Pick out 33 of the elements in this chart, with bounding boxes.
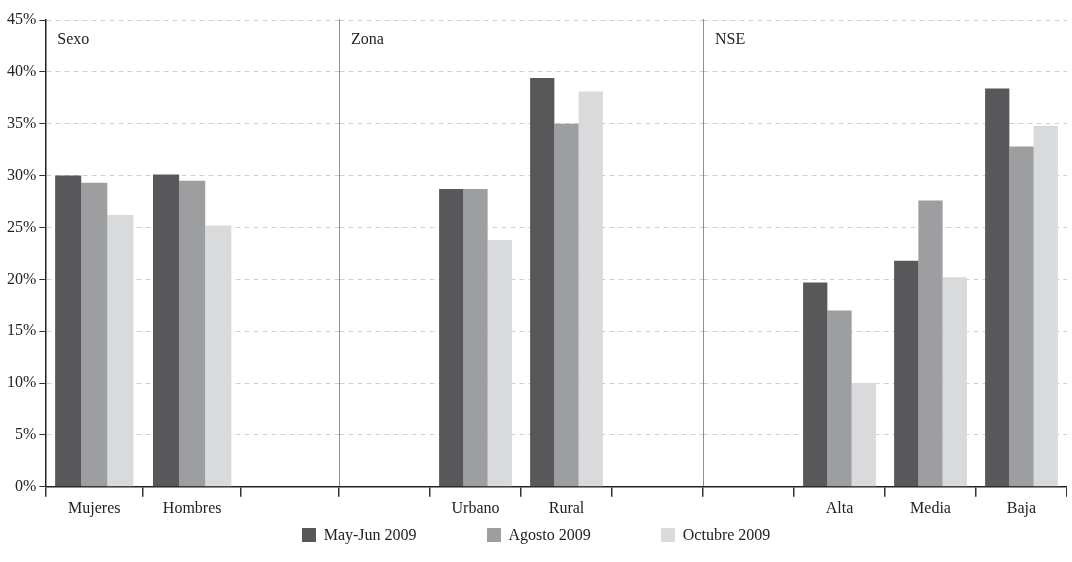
y-tick-label: 40% — [7, 62, 37, 80]
legend-label: Octubre 2009 — [682, 526, 771, 544]
y-tick-label: 5% — [15, 425, 37, 443]
bar — [439, 189, 464, 487]
x-tick-label: Baja — [1006, 498, 1037, 517]
x-tick-label: Mujeres — [68, 498, 121, 517]
y-tick-label: 10% — [7, 373, 37, 391]
bar — [554, 123, 579, 487]
legend-label: Agosto 2009 — [508, 526, 591, 544]
y-tick-label: 25% — [7, 217, 37, 235]
y-tick-label: 20% — [7, 269, 37, 287]
x-tick-label: Alta — [825, 498, 854, 516]
x-tick-label: Rural — [548, 498, 585, 516]
bar — [530, 78, 555, 487]
x-tick-label: Media — [910, 498, 951, 516]
y-tick-label: 15% — [7, 321, 37, 339]
legend-label: May-Jun 2009 — [323, 526, 417, 544]
annotation: NSE — [715, 30, 746, 48]
bar — [894, 260, 919, 487]
bar — [803, 282, 828, 487]
y-tick-label: 0% — [15, 477, 37, 494]
bar — [1009, 146, 1034, 487]
bar — [827, 310, 852, 487]
annotation: Sexo — [57, 30, 90, 48]
bar — [985, 88, 1010, 487]
bar — [463, 189, 488, 487]
y-tick-label: 35% — [7, 113, 37, 131]
x-tick-label: Urbano — [451, 498, 500, 516]
bar — [918, 200, 943, 487]
x-tick-label: Hombres — [162, 498, 222, 516]
y-tick-label: 45% — [7, 10, 37, 28]
annotation: Zona — [351, 30, 384, 48]
y-tick-label: 30% — [7, 165, 37, 183]
